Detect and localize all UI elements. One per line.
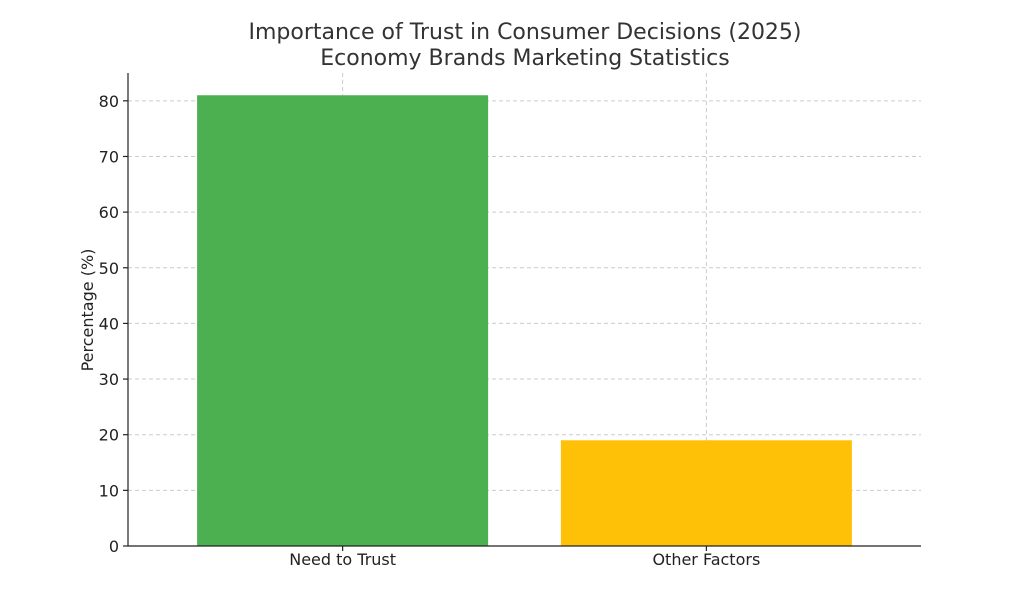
bar-need-to-trust (197, 95, 489, 547)
chart-subtitle: Economy Brands Marketing Statistics (320, 46, 730, 71)
y-tick-label: 70 (99, 147, 119, 166)
y-tick-label: 50 (99, 259, 119, 278)
y-tick-label: 0 (109, 537, 119, 556)
y-tick-label: 40 (99, 314, 119, 333)
x-axis-ticks: Need to Trust Other Factors (289, 546, 760, 569)
y-tick-label: 10 (99, 481, 119, 500)
y-tick-label: 60 (99, 203, 119, 222)
y-tick-label: 30 (99, 370, 119, 389)
bar-other-factors (560, 440, 852, 546)
y-axis-label: Percentage (%) (78, 249, 97, 372)
chart-title: Importance of Trust in Consumer Decision… (248, 20, 801, 45)
y-tick-label: 20 (99, 426, 119, 445)
x-tick-label: Need to Trust (289, 550, 396, 569)
x-tick-label: Other Factors (652, 550, 760, 569)
y-axis-ticks: 0 10 20 30 40 50 60 70 80 (99, 92, 128, 556)
y-tick-label: 80 (99, 92, 119, 111)
bars (197, 95, 852, 547)
